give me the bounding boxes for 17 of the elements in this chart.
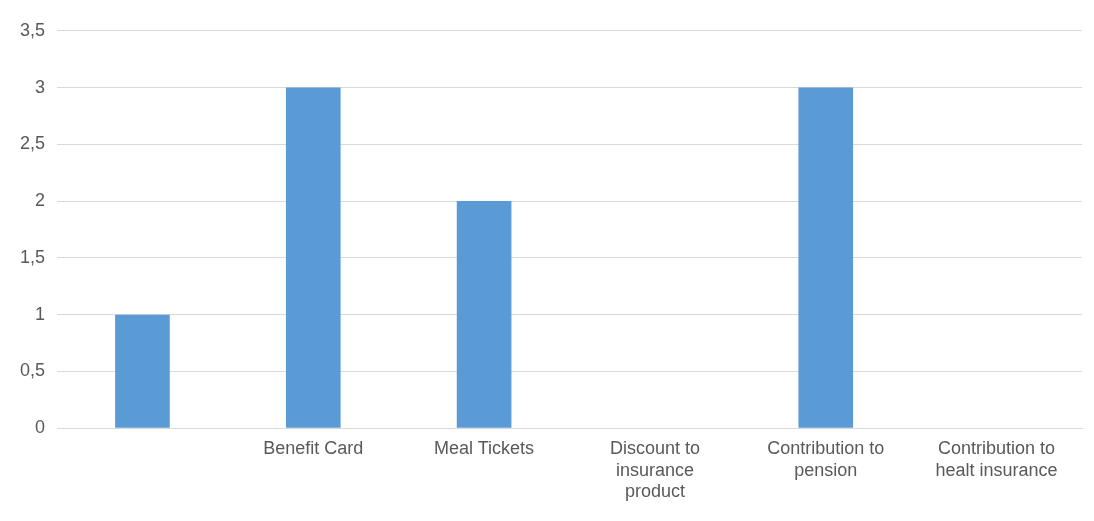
y-tick-label: 3	[35, 76, 46, 97]
bar	[456, 201, 512, 428]
y-tick-label: 3,5	[19, 19, 46, 40]
bar	[798, 87, 854, 428]
y-tick-label: 2	[35, 190, 46, 211]
bar	[285, 87, 341, 428]
x-tick-label: Contribution to healt insurance	[935, 437, 1058, 480]
y-tick-label: 1	[35, 303, 46, 324]
y-tick-label: 1,5	[19, 246, 46, 267]
bar	[115, 314, 170, 428]
y-tick-label: 0	[35, 417, 46, 438]
x-tick-label: Discount to insurance product	[609, 437, 700, 502]
x-tick-label: Contribution to pension	[767, 437, 885, 480]
x-tick-label: Benefit Card	[263, 437, 364, 458]
y-tick-label: 2,5	[19, 133, 46, 154]
y-tick-label: 0,5	[19, 360, 46, 381]
x-tick-label: Meal Tickets	[434, 437, 535, 458]
